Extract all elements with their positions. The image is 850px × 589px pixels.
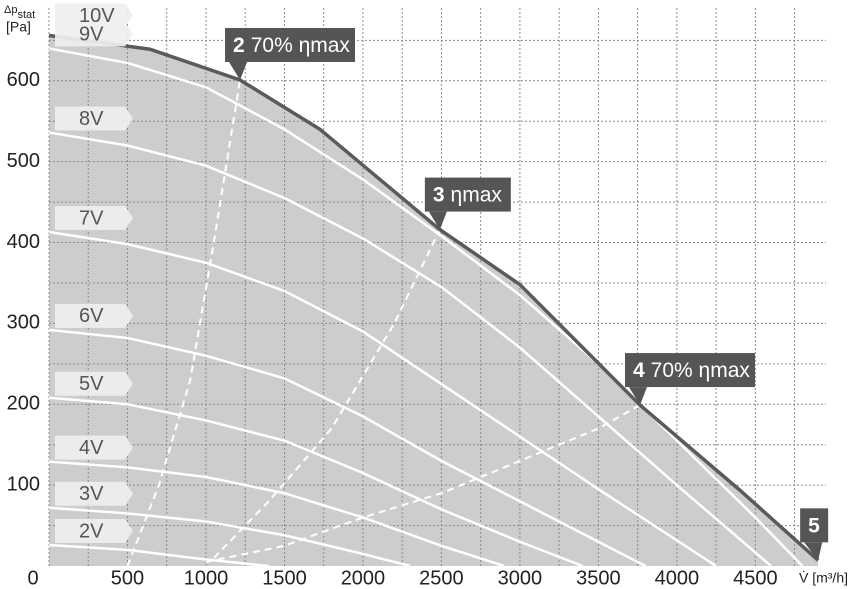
efficiency-line [213, 229, 441, 559]
annotation-text: 70% ηmax [651, 359, 751, 382]
annotation: 5 [800, 508, 829, 561]
annotation: 3 ηmax [424, 177, 511, 230]
y-tick-label: 200 [7, 393, 40, 415]
annotation-number: 4 [633, 359, 645, 382]
x-tick-label: 1000 [184, 567, 229, 589]
legend-label: 7V [79, 207, 104, 229]
voltage-curve [48, 506, 411, 568]
legend-tag [55, 106, 133, 131]
annotation-text: 70% ηmax [251, 34, 351, 57]
x-tick-label: 3500 [576, 567, 621, 589]
legend-label: 4V [79, 437, 104, 459]
legend-tag [55, 435, 133, 460]
annotation-label: 5 [808, 514, 820, 537]
annotation-pointer [229, 61, 248, 80]
y-axis-unit: [Pa] [6, 19, 31, 35]
annotation-label: 3 ηmax [433, 183, 503, 206]
legend-tag [55, 3, 133, 28]
y-tick-label: 600 [7, 69, 40, 91]
efficiency-line [205, 404, 641, 563]
legend-tag [55, 206, 133, 231]
legend-tag [55, 371, 133, 396]
annotation: 2 70% ηmax [225, 27, 356, 80]
annotation-label: 2 70% ηmax [233, 34, 350, 57]
annotation-pointer [804, 542, 823, 561]
annotation-number: 2 [233, 34, 245, 57]
y-tick-label: 100 [7, 473, 40, 495]
y-tick-label: 500 [7, 150, 40, 172]
x-tick-label: 3000 [498, 567, 543, 589]
annotation-pointer [628, 387, 647, 406]
legend-label: 5V [79, 373, 104, 395]
legend-tag [55, 518, 133, 543]
efficiency-line [126, 79, 242, 567]
x-tick-label: 2500 [419, 567, 464, 589]
legend-label: 10V [79, 5, 115, 27]
x-tick-label: 0 [27, 567, 38, 589]
voltage-curve [48, 230, 717, 568]
legend-label: 8V [79, 108, 104, 130]
legend-label: 9V [79, 24, 104, 46]
annotation-box [800, 508, 829, 543]
annotation-text: ηmax [451, 183, 503, 206]
voltage-curve [48, 328, 647, 568]
y-axis-label: Δpstat [4, 4, 35, 21]
annotation-label: 4 70% ηmax [633, 359, 750, 382]
x-tick-label: 4500 [733, 567, 778, 589]
annotation: 4 70% ηmax [624, 353, 755, 406]
annotation-number: 5 [808, 514, 820, 537]
y-axis-symbol: Δp [4, 4, 17, 16]
x-tick-label: 2000 [341, 567, 386, 589]
voltage-curve [48, 33, 820, 562]
legend-label: 6V [79, 305, 104, 327]
legend-label: 3V [79, 483, 104, 505]
legend-tag [55, 22, 133, 47]
annotation-pointer [428, 211, 447, 230]
voltage-curve [48, 396, 584, 568]
voltage-curve [48, 47, 804, 567]
voltage-curve [48, 543, 269, 568]
annotation-box [225, 27, 356, 62]
y-tick-label: 300 [7, 312, 40, 334]
x-tick-label: 4000 [655, 567, 700, 589]
x-tick-label: 1500 [262, 567, 307, 589]
legend-tag [55, 303, 133, 328]
area [49, 35, 819, 566]
legend-label: 2V [79, 520, 104, 542]
legend-tag [55, 481, 133, 506]
y-axis-subscript: stat [17, 9, 35, 21]
x-tick-label: 500 [111, 567, 144, 589]
annotation-box [624, 353, 755, 388]
y-tick-label: 400 [7, 231, 40, 253]
annotation-box [424, 177, 511, 212]
annotation-number: 3 [433, 183, 445, 206]
voltage-curve [48, 131, 772, 567]
x-axis-label: V̇ [m³/h] [799, 570, 848, 586]
voltage-curve [48, 460, 505, 568]
